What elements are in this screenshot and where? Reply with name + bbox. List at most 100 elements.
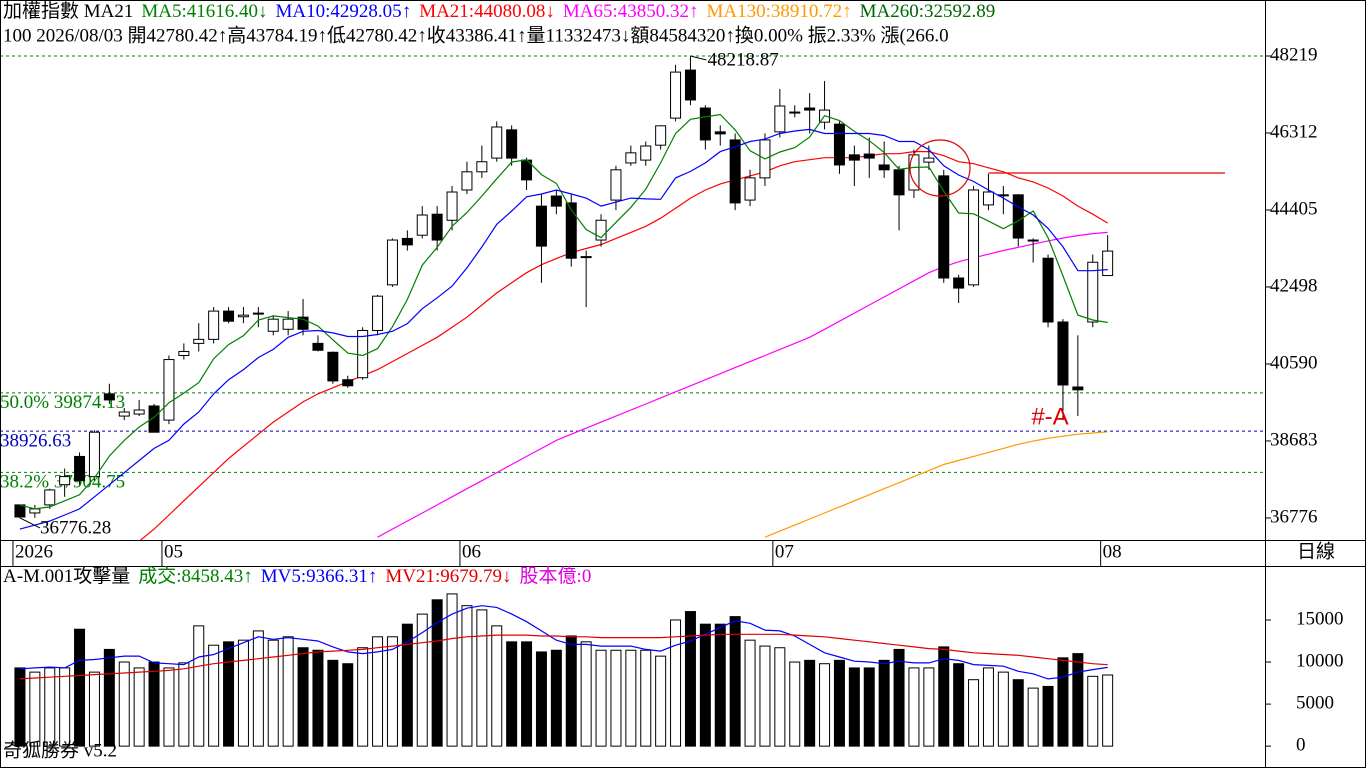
volume-bar — [521, 641, 533, 747]
legend-entry: MA130:38910.72 — [707, 1, 843, 22]
candle-body — [163, 359, 175, 421]
legend-trend: ↑ — [368, 566, 378, 587]
legend-trend: ↓ — [545, 1, 555, 22]
volume-bar — [595, 649, 607, 747]
legend-entry: MA65:43850.32 — [563, 1, 689, 22]
candle-body — [476, 161, 488, 173]
candle-body — [103, 393, 115, 401]
candle-body — [44, 489, 56, 506]
volume-bar — [1102, 674, 1114, 747]
candle-body — [744, 177, 756, 201]
y-tick-label: 0 — [1296, 734, 1306, 755]
volume-bar — [878, 659, 890, 747]
candle-body — [804, 107, 816, 111]
ma-line — [19, 113, 1108, 510]
connector — [19, 517, 41, 529]
volume-bar — [74, 628, 86, 747]
ma-line — [377, 231, 1108, 538]
candle-body — [565, 202, 577, 259]
high-label: 48218.87 — [707, 49, 778, 70]
volume-bar — [789, 661, 801, 747]
candle-body — [342, 379, 354, 387]
candle-body — [461, 171, 473, 191]
x-tick-label: 07 — [775, 541, 794, 562]
volume-bar — [208, 644, 220, 747]
highlight-circle — [909, 139, 971, 197]
candle-body — [714, 131, 726, 135]
volume-bar — [446, 593, 458, 747]
legend-title: A-M.001攻擊量 — [3, 565, 130, 587]
candle-body — [491, 126, 503, 159]
volume-bar — [729, 616, 741, 747]
candle-body — [535, 205, 547, 247]
candle-body — [506, 129, 518, 159]
volume-bar — [342, 663, 354, 747]
legend-trend: ↓ — [502, 566, 512, 587]
volume-bar — [968, 679, 980, 747]
volume-bar — [1027, 687, 1039, 747]
volume-bar — [163, 667, 175, 747]
volume-bar — [640, 649, 652, 747]
candle-body — [446, 191, 458, 221]
candle-body — [550, 195, 562, 207]
ma-line — [764, 431, 1108, 538]
candle-body — [982, 191, 994, 206]
low-label: 36776.28 — [40, 517, 111, 538]
legend-trend: ↑ — [243, 566, 253, 587]
candle-body — [74, 455, 86, 482]
info-line: 100 2026/08/03 開42780.42↑高43784.19↑低4278… — [3, 24, 949, 46]
ma-line — [139, 151, 1109, 540]
candle-body — [595, 219, 607, 241]
volume-bar — [1012, 679, 1024, 747]
volume-bar — [133, 667, 145, 747]
candle-body — [655, 125, 667, 146]
candle-body — [699, 107, 711, 141]
volume-bar — [908, 667, 920, 747]
legend-trend: ↑ — [402, 1, 412, 22]
legend-entry: 成交:8458.43 — [138, 565, 243, 587]
volume-bar — [655, 655, 667, 747]
period-label: 日線 — [1297, 540, 1335, 562]
candle-body — [938, 175, 950, 279]
volume-bar — [88, 671, 100, 747]
volume-bar — [491, 625, 503, 747]
candle-body — [1087, 261, 1099, 323]
candle-body — [610, 169, 622, 201]
candle-body — [670, 71, 682, 119]
y-tick-label: 48219 — [1270, 44, 1318, 65]
candle-body — [580, 256, 592, 259]
candle-body — [118, 411, 130, 417]
candle-body — [923, 157, 935, 163]
candle-body — [1057, 321, 1069, 386]
volume-bar — [14, 667, 26, 747]
candle-body — [297, 316, 309, 330]
volume-bar — [44, 667, 56, 747]
y-tick-label: 38683 — [1270, 429, 1318, 450]
volume-bar — [118, 661, 130, 747]
volume-bar — [327, 659, 339, 747]
volume-bar — [476, 609, 488, 747]
volume-bar — [282, 636, 294, 747]
volume-bar — [29, 671, 41, 747]
candle-body — [431, 213, 443, 241]
candle-body — [386, 239, 398, 286]
volume-bar — [938, 646, 950, 747]
legend-entry: MV21:9679.79 — [385, 566, 502, 587]
reference-label: 38926.63 — [0, 430, 71, 451]
candle-body — [88, 431, 100, 478]
candle-body — [1027, 239, 1039, 242]
volume-bar — [148, 661, 160, 747]
volume-bar — [893, 648, 905, 747]
y-tick-label: 15000 — [1296, 608, 1344, 629]
candle-body — [774, 105, 786, 133]
candle-body — [1102, 250, 1114, 277]
y-tick-label: 46312 — [1270, 121, 1318, 142]
candle-body — [252, 312, 264, 315]
candle-body — [59, 476, 71, 486]
volume-bar — [223, 641, 235, 747]
candle-body — [789, 111, 801, 114]
legend-entry: 股本億:0 — [520, 565, 592, 587]
legend-entry: MA5:41616.40 — [141, 1, 258, 22]
